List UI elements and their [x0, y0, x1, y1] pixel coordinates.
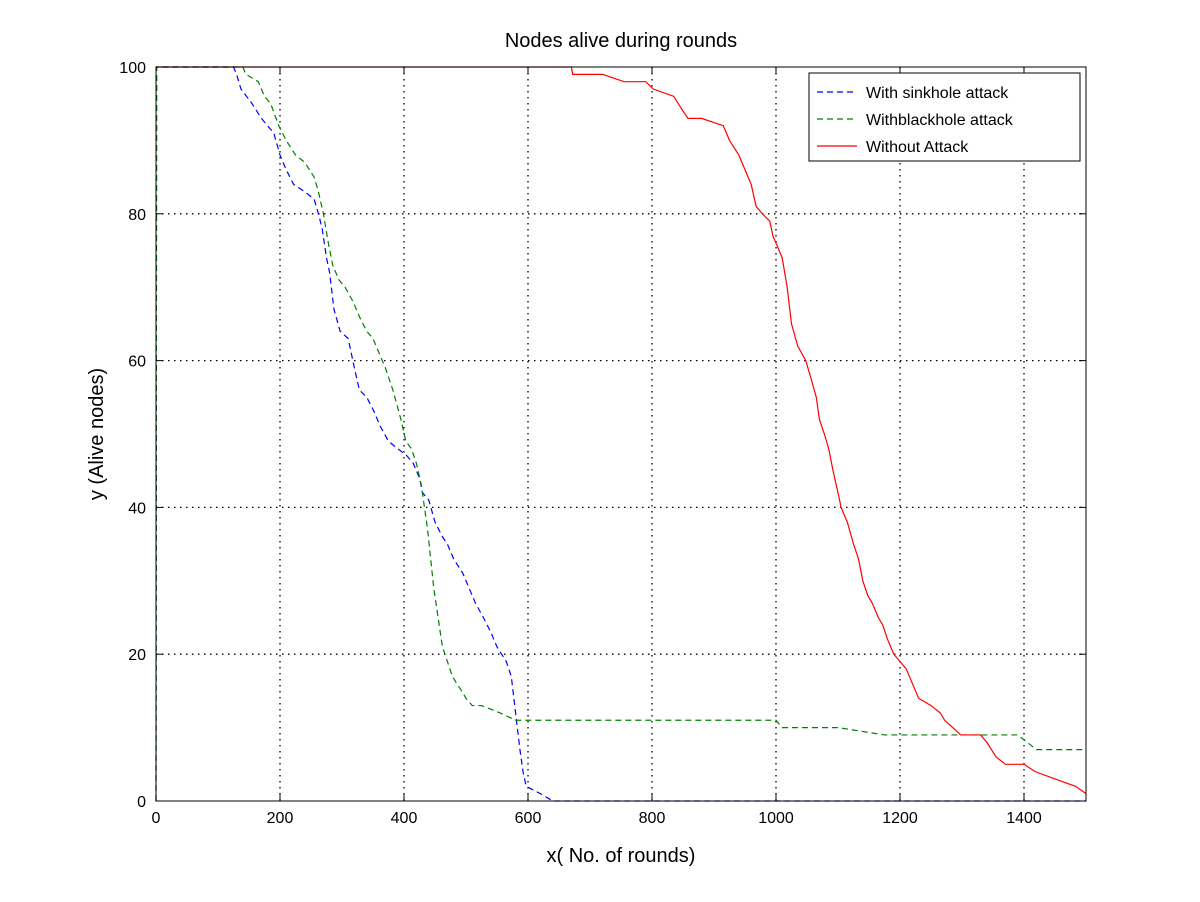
y-tick-label: 20 — [128, 647, 146, 664]
x-tick-label: 0 — [152, 810, 161, 827]
x-tick-label: 1200 — [882, 810, 918, 827]
x-tick-label: 1000 — [758, 810, 794, 827]
x-tick-label: 200 — [267, 810, 294, 827]
x-tick-label: 1400 — [1006, 810, 1042, 827]
series-layer — [155, 66, 1087, 802]
y-tick-label: 0 — [137, 794, 146, 811]
x-tick-label: 600 — [515, 810, 542, 827]
y-tick-label: 100 — [119, 60, 146, 77]
ticks: 0 200 400 600 800 1000 1200 1400 0 20 40 60 80 100 — [119, 60, 1086, 827]
x-axis-label: x( No. of rounds) — [547, 845, 696, 867]
x-tick-label: 800 — [639, 810, 666, 827]
y-tick-label: 80 — [128, 207, 146, 224]
x-tick-label: 400 — [391, 810, 418, 827]
plot-frame — [155, 66, 1087, 802]
chart-title: Nodes alive during rounds — [505, 30, 737, 52]
y-axis-label: y (Alive nodes) — [86, 368, 108, 500]
legend-entry: Withblackhole attack — [866, 112, 1014, 129]
series-line-1 — [155, 66, 1086, 802]
legend: With sinkhole attack Withblackhole attack… — [808, 72, 1081, 162]
series-line-3 — [156, 66, 1087, 795]
series-line-2 — [155, 66, 1086, 802]
y-tick-label: 60 — [128, 354, 146, 371]
legend-entry: With sinkhole attack — [866, 85, 1009, 102]
y-tick-label: 40 — [128, 500, 146, 517]
legend-entry: Without Attack — [866, 139, 969, 156]
grid — [156, 67, 1086, 801]
